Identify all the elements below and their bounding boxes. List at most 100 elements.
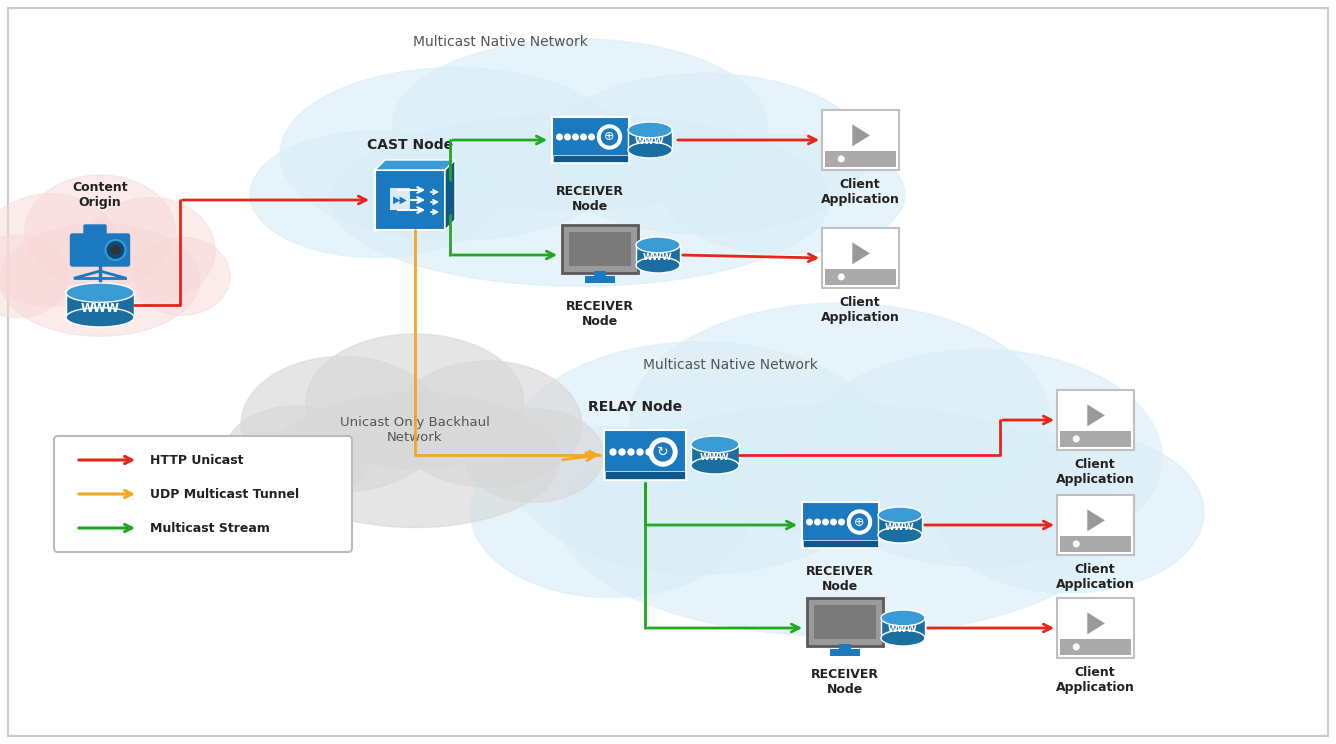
Circle shape (838, 273, 844, 280)
Bar (814, 605, 876, 638)
Ellipse shape (560, 404, 1120, 636)
Text: WWW: WWW (886, 522, 915, 531)
Ellipse shape (281, 68, 631, 240)
Circle shape (573, 134, 578, 140)
Ellipse shape (878, 507, 922, 523)
Circle shape (1073, 540, 1079, 548)
Text: HTTP Unicast: HTTP Unicast (150, 454, 243, 466)
FancyBboxPatch shape (604, 430, 685, 480)
Ellipse shape (223, 406, 369, 505)
Bar (803, 540, 878, 547)
Circle shape (581, 134, 587, 140)
Ellipse shape (465, 408, 604, 502)
Ellipse shape (25, 175, 175, 287)
Text: CAST Node: CAST Node (367, 138, 453, 152)
Circle shape (565, 134, 570, 140)
Ellipse shape (691, 436, 739, 452)
Text: WWW: WWW (643, 252, 673, 261)
Ellipse shape (636, 257, 680, 273)
FancyBboxPatch shape (562, 225, 639, 273)
Ellipse shape (250, 131, 500, 257)
Bar (1059, 431, 1130, 447)
Bar (605, 471, 685, 479)
Polygon shape (1088, 612, 1105, 635)
Ellipse shape (270, 393, 560, 527)
Circle shape (649, 438, 677, 466)
Text: Unicast Only Backhaul
Network: Unicast Only Backhaul Network (341, 416, 490, 444)
Ellipse shape (65, 307, 134, 327)
Circle shape (655, 443, 672, 461)
FancyBboxPatch shape (1057, 598, 1133, 658)
Ellipse shape (65, 283, 134, 302)
Text: RECEIVER
Node: RECEIVER Node (806, 565, 874, 593)
Ellipse shape (470, 427, 751, 597)
Bar (830, 650, 860, 656)
Circle shape (611, 449, 616, 455)
Ellipse shape (240, 356, 444, 492)
Circle shape (823, 519, 828, 525)
Text: WWW: WWW (888, 626, 918, 635)
FancyBboxPatch shape (84, 225, 106, 239)
Text: ⊕: ⊕ (604, 130, 615, 144)
Ellipse shape (628, 142, 672, 158)
Ellipse shape (504, 341, 896, 574)
Bar (824, 269, 895, 285)
Text: Client
Application: Client Application (820, 178, 899, 206)
FancyBboxPatch shape (552, 117, 628, 163)
Text: Client
Application: Client Application (1055, 666, 1134, 694)
Ellipse shape (798, 350, 1162, 566)
Bar (628, 130, 672, 150)
Circle shape (637, 449, 643, 455)
Circle shape (628, 449, 635, 455)
Circle shape (647, 449, 652, 455)
Circle shape (557, 134, 562, 140)
Text: RELAY Node: RELAY Node (588, 400, 683, 414)
Ellipse shape (0, 193, 120, 307)
FancyBboxPatch shape (1057, 390, 1133, 450)
Circle shape (619, 449, 625, 455)
Ellipse shape (542, 74, 867, 234)
Ellipse shape (0, 224, 200, 336)
Ellipse shape (878, 527, 922, 543)
Ellipse shape (0, 235, 68, 318)
Circle shape (589, 134, 595, 140)
Text: RECEIVER
Node: RECEIVER Node (811, 668, 879, 696)
Text: Client
Application: Client Application (1055, 458, 1134, 486)
Circle shape (597, 125, 621, 149)
Ellipse shape (631, 303, 1050, 536)
Text: Client
Application: Client Application (1055, 563, 1134, 591)
Ellipse shape (393, 39, 767, 211)
Polygon shape (1088, 510, 1105, 531)
FancyBboxPatch shape (807, 598, 883, 646)
Bar (878, 515, 922, 535)
Text: ⊕: ⊕ (854, 516, 864, 528)
Bar (880, 618, 925, 638)
Ellipse shape (330, 114, 830, 286)
Bar (636, 245, 680, 265)
Ellipse shape (665, 135, 904, 254)
Circle shape (1073, 644, 1079, 650)
Text: ▶▶: ▶▶ (393, 195, 407, 205)
Text: RECEIVER
Node: RECEIVER Node (556, 185, 624, 213)
Text: ↻: ↻ (657, 445, 669, 459)
Bar (839, 644, 851, 650)
Polygon shape (445, 160, 456, 230)
Ellipse shape (86, 197, 215, 303)
Circle shape (601, 129, 617, 145)
Circle shape (807, 519, 812, 525)
Text: Content
Origin: Content Origin (72, 181, 128, 209)
Polygon shape (852, 124, 870, 147)
FancyBboxPatch shape (71, 234, 130, 266)
Text: UDP Multicast Tunnel: UDP Multicast Tunnel (150, 487, 299, 501)
FancyBboxPatch shape (1057, 495, 1133, 555)
Ellipse shape (134, 237, 230, 315)
Ellipse shape (880, 630, 925, 646)
Text: WWW: WWW (700, 452, 729, 461)
Bar (569, 232, 631, 266)
Ellipse shape (628, 122, 672, 138)
FancyBboxPatch shape (53, 436, 351, 552)
Polygon shape (375, 160, 456, 170)
Bar (1059, 639, 1130, 655)
Circle shape (106, 240, 126, 260)
Text: Multicast Native Network: Multicast Native Network (643, 358, 818, 372)
